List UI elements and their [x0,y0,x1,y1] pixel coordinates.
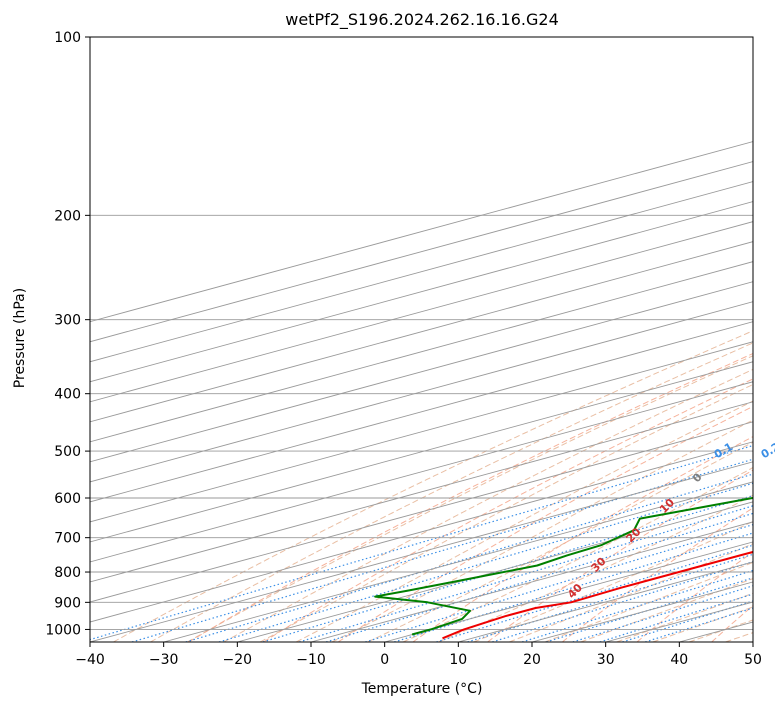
y-axis-label: Pressure (hPa) [12,288,28,388]
temperature-line [442,550,753,640]
mixing-ratio-line [218,482,753,642]
x-axis-label: Temperature (°C) [361,681,483,697]
isotherm-line [90,141,753,323]
x-tick-label: 30 [597,652,615,668]
mixing-ratio-line [299,505,753,642]
dry-adiabat [487,469,753,642]
x-tick-label: −10 [296,652,326,668]
moist-adiabat [438,494,753,642]
y-tick-label: 1000 [45,622,81,638]
moist-adiabat [223,368,753,642]
moist-adiabat [186,355,753,642]
isotherm-line [310,521,753,642]
moist-adiabat [544,561,753,642]
mixing-ratio-line [131,458,753,642]
plot-frame [89,36,754,643]
y-tick-label: 800 [54,565,81,581]
isotherm-line [90,441,753,623]
y-tick-label: 300 [54,313,81,329]
isotherm-line [90,181,753,363]
y-tick-label: 100 [54,30,81,46]
isotherm-line [90,241,753,423]
moist-adiabat [367,441,753,642]
isotherm-line [90,381,753,563]
moist-adiabat [295,400,753,642]
moist-adiabat [652,606,753,642]
dry-adiabat [337,405,753,642]
isotherm-line [90,341,753,523]
moist-adiabat [402,467,753,642]
isotherm-line [90,461,753,642]
isotherm-line [163,481,753,642]
mixing-ratio-line [645,607,753,642]
x-tick-label: 40 [670,652,688,668]
isotherm-line [90,361,753,543]
y-tick-label: 900 [54,595,81,611]
moist-adiabat-label: 0 [690,470,705,485]
mixing-ratio-line [262,494,753,642]
isotherm-line [90,161,753,343]
y-tick-label: 200 [54,208,81,224]
dewpoint-line [374,496,753,636]
y-tick-label: 400 [54,387,81,403]
x-axis: −40 −30 −20 −10 0 10 20 30 40 50 [75,642,762,668]
mixing-ratio-line [622,600,753,642]
mixing-ratio-line [521,569,753,642]
isotherm-line [90,261,753,443]
y-axis: 1000 900 800 700 600 500 400 300 200 100 [45,30,90,638]
dry-adiabat [711,605,753,642]
moist-adiabat [259,383,753,642]
isotherm-line [90,401,753,583]
moist-adiabat [762,37,775,642]
isotherm-line [458,561,753,642]
mixing-ratio-label: 0.1 [712,440,735,461]
moist-adiabat [580,578,753,642]
isotherm-line [605,601,753,642]
x-tick-label: −30 [149,652,179,668]
y-tick-label: 500 [54,444,81,460]
grid-lines [90,37,753,642]
x-tick-label: 20 [523,652,541,668]
x-tick-label: −20 [223,652,253,668]
x-tick-label: 0 [380,652,389,668]
mixing-ratio-line [599,593,753,642]
isotherm-line [90,201,753,383]
isotherm-line [90,421,753,603]
profile-lines [374,496,753,640]
x-tick-label: 10 [449,652,467,668]
reference-labels: 0.10.20.40.611.52346810131620253036-100-… [565,440,775,601]
mixing-ratio-line [365,524,753,642]
isotherm-line [90,321,753,503]
isotherm-line [90,281,753,463]
mixing-ratio-line [467,553,753,642]
isotherm-line [90,301,753,483]
x-tick-label: −40 [75,652,105,668]
dry-adiabat [636,551,753,642]
chart-title: wetPf2_S196.2024.262.16.16.G24 [285,10,559,30]
dry-adiabat [263,378,753,642]
moist-adiabat-label: 20 [624,525,644,545]
mixing-ratio-label: 0.2 [759,440,775,461]
moist-adiabat [331,419,753,642]
reference-lines [90,37,775,642]
isotherm-line [752,641,753,642]
y-tick-label: 600 [54,491,81,507]
isotherm-line [90,221,753,403]
x-tick-label: 50 [744,652,762,668]
isotherm-line [531,581,753,642]
moist-adiabat [473,521,753,642]
mixing-ratio-line [394,532,753,642]
mixing-ratio-line [325,512,753,642]
y-tick-label: 700 [54,531,81,547]
dry-adiabat [188,352,753,642]
moist-adiabat [113,330,753,642]
